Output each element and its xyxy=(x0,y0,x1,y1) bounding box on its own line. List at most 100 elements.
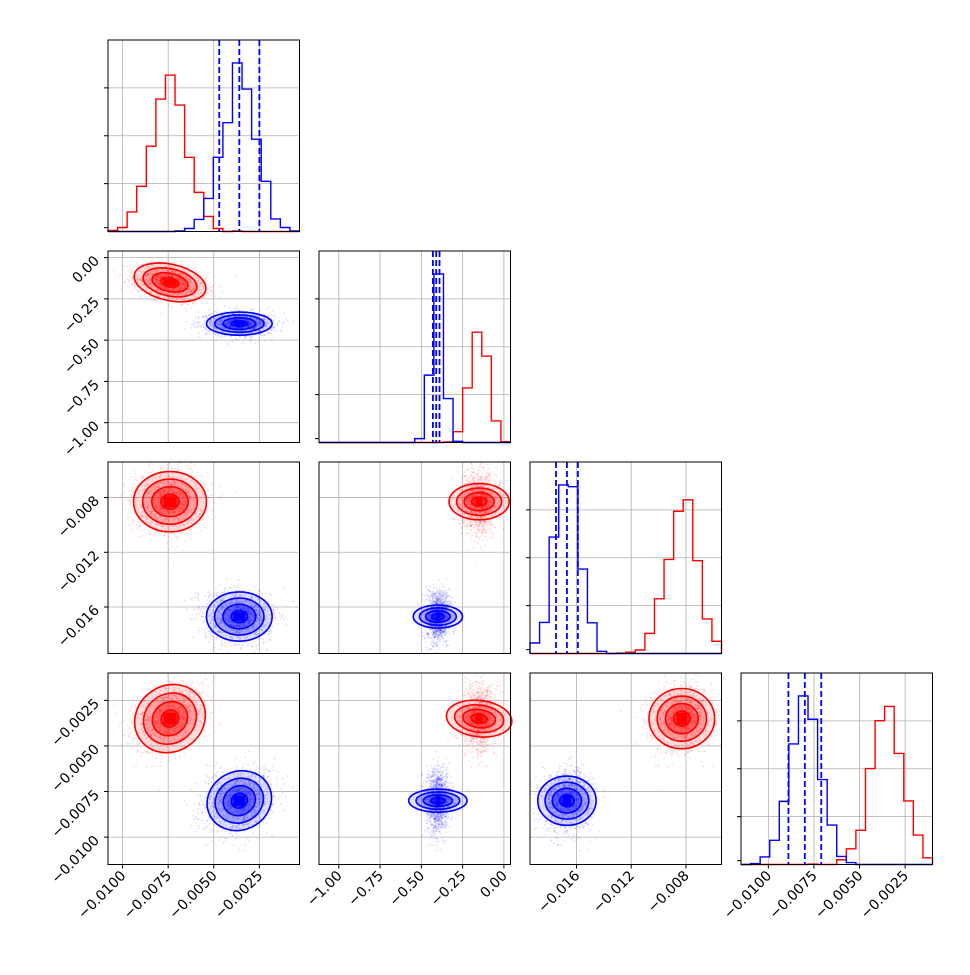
sample-point xyxy=(149,463,151,465)
sample-point xyxy=(271,315,273,317)
sample-point xyxy=(150,538,152,540)
sample-point xyxy=(201,483,203,485)
sample-point xyxy=(129,505,131,507)
sample-point xyxy=(146,262,148,264)
sample-point xyxy=(136,483,138,485)
sample-point xyxy=(159,465,161,467)
sample-point xyxy=(171,545,173,547)
sample-point xyxy=(213,499,215,501)
sample-point xyxy=(211,290,213,292)
sample-point xyxy=(134,284,136,286)
sample-point xyxy=(128,509,130,511)
sample-point xyxy=(202,302,204,304)
sample-point xyxy=(250,341,252,343)
sample-point xyxy=(123,265,125,267)
sample-point xyxy=(130,271,132,273)
sample-point xyxy=(212,483,214,485)
scatter-panel-1-2 xyxy=(108,251,300,443)
sample-point xyxy=(138,482,140,484)
sample-point xyxy=(186,309,188,311)
sample-point xyxy=(195,532,197,534)
sample-point xyxy=(198,316,200,318)
sample-point xyxy=(236,644,238,646)
sample-point xyxy=(195,322,197,324)
sample-point xyxy=(201,608,203,610)
sample-point xyxy=(207,497,209,499)
sample-point xyxy=(270,595,272,597)
sample-point xyxy=(204,521,206,523)
sample-point xyxy=(194,267,196,269)
sample-point xyxy=(129,524,131,526)
sample-point xyxy=(206,278,208,280)
histogram-panel-4 xyxy=(737,673,933,865)
sample-point xyxy=(279,321,281,323)
sample-point xyxy=(150,260,152,262)
sample-point xyxy=(126,266,128,268)
sample-point xyxy=(120,288,122,290)
sample-point xyxy=(174,261,176,263)
sample-point xyxy=(148,260,150,262)
sample-point xyxy=(136,289,138,291)
sample-point xyxy=(171,302,173,304)
sample-point xyxy=(133,266,135,268)
sample-point xyxy=(148,257,150,259)
sample-point xyxy=(138,291,140,293)
sample-point xyxy=(232,338,234,340)
sample-point xyxy=(282,323,284,325)
sample-point xyxy=(136,524,138,526)
sample-point xyxy=(235,274,237,276)
sample-point xyxy=(181,263,183,265)
sample-point xyxy=(198,627,200,629)
sample-point xyxy=(199,599,201,601)
sample-point xyxy=(209,314,211,316)
sample-point xyxy=(195,597,197,599)
sample-point xyxy=(205,329,207,331)
sample-point xyxy=(161,470,163,472)
sample-point xyxy=(190,327,192,329)
sample-point xyxy=(195,317,197,319)
sample-point xyxy=(131,483,133,485)
sample-point xyxy=(268,306,270,308)
sample-point xyxy=(212,295,214,297)
sample-point xyxy=(239,336,241,338)
sample-point xyxy=(209,294,211,296)
sample-point xyxy=(287,618,289,620)
sample-point xyxy=(200,530,202,532)
sample-point xyxy=(124,483,126,485)
sample-point xyxy=(166,464,168,466)
sample-point xyxy=(159,299,161,301)
sample-point xyxy=(236,307,238,309)
sample-point xyxy=(217,309,219,311)
sample-point xyxy=(203,326,205,328)
sample-point xyxy=(207,288,209,290)
sample-point xyxy=(265,340,267,342)
sample-point xyxy=(234,307,236,309)
sample-point xyxy=(190,307,192,309)
sample-point xyxy=(154,532,156,534)
sample-point xyxy=(205,317,207,319)
sample-point xyxy=(266,308,268,310)
sample-point xyxy=(150,534,152,536)
sample-point xyxy=(197,608,199,610)
sample-point xyxy=(202,315,204,317)
sample-point xyxy=(160,313,162,315)
sample-point xyxy=(191,529,193,531)
sample-point xyxy=(287,320,289,322)
sample-point xyxy=(193,323,195,325)
sample-point xyxy=(215,339,217,341)
sample-point xyxy=(281,615,283,617)
sample-point xyxy=(171,539,173,541)
sample-point xyxy=(202,519,204,521)
sample-point xyxy=(131,529,133,531)
sample-point xyxy=(276,330,278,332)
sample-point xyxy=(210,482,212,484)
sample-point xyxy=(194,474,196,476)
sample-point xyxy=(237,339,239,341)
sample-point xyxy=(150,540,152,542)
sample-point xyxy=(221,335,223,337)
sample-point xyxy=(220,486,222,488)
sample-point xyxy=(129,269,131,271)
sample-point xyxy=(208,597,210,599)
sample-point xyxy=(186,264,188,266)
